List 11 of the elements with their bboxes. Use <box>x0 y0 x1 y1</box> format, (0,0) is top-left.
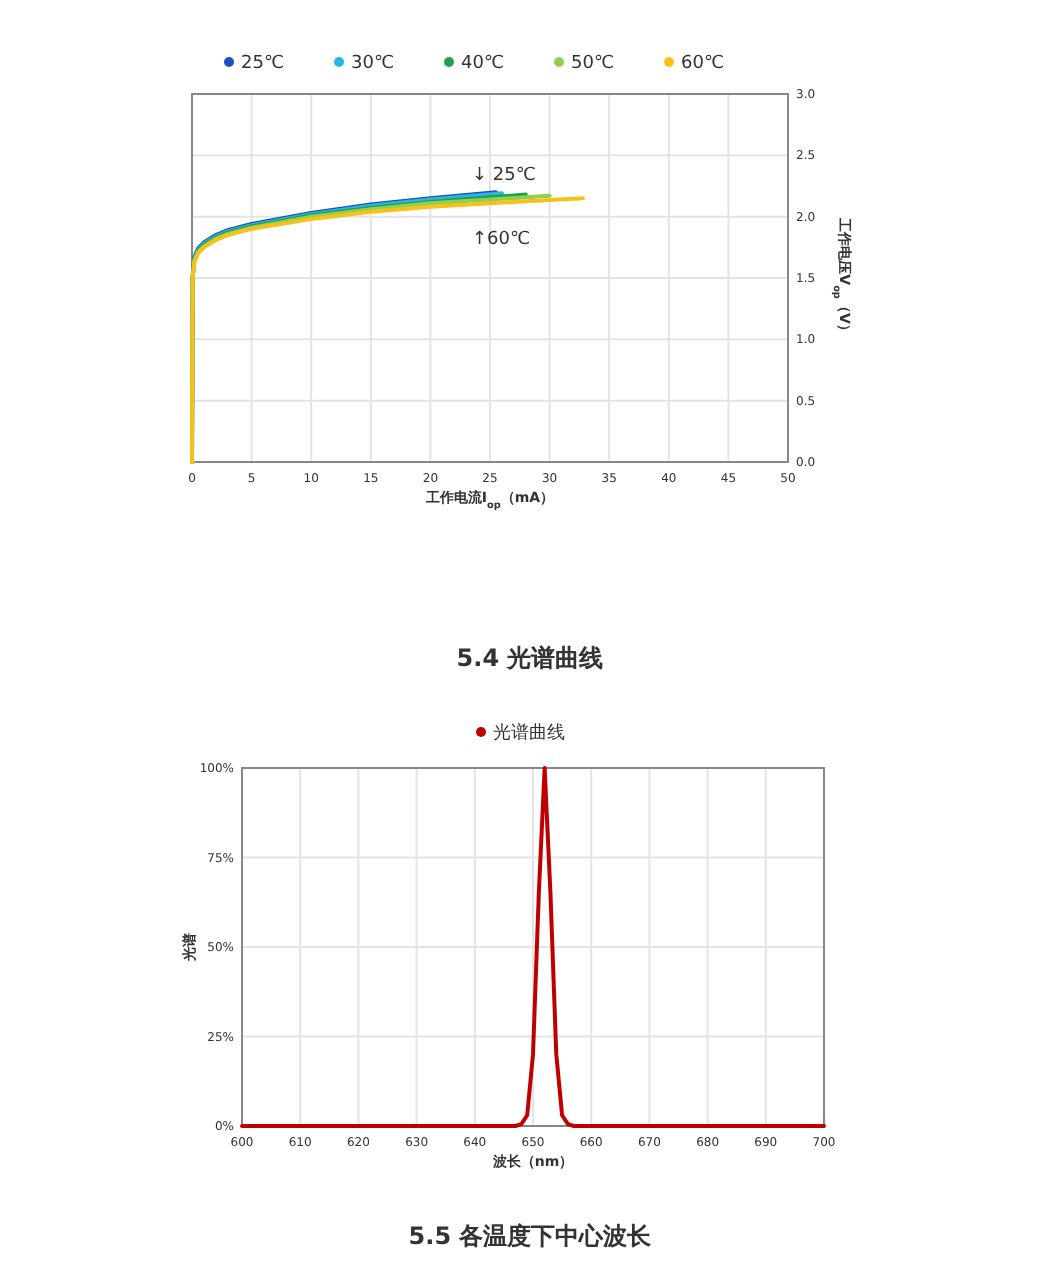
chart-title: 5.4 光谱曲线 <box>456 644 604 672</box>
legend-label: 50℃ <box>571 54 615 74</box>
legend-label: 60℃ <box>681 54 725 74</box>
annotation: ↓ 25℃ <box>472 166 536 186</box>
legend-label: 40℃ <box>461 54 505 74</box>
legend-label: 光谱曲线 <box>493 722 565 744</box>
legend-label: 30℃ <box>351 54 395 74</box>
legend-label: 25℃ <box>241 54 285 74</box>
text: 5.5 各温度下中心波长 <box>408 1222 654 1250</box>
annotation: ↑60℃ <box>472 230 531 250</box>
line-series <box>240 766 826 1128</box>
